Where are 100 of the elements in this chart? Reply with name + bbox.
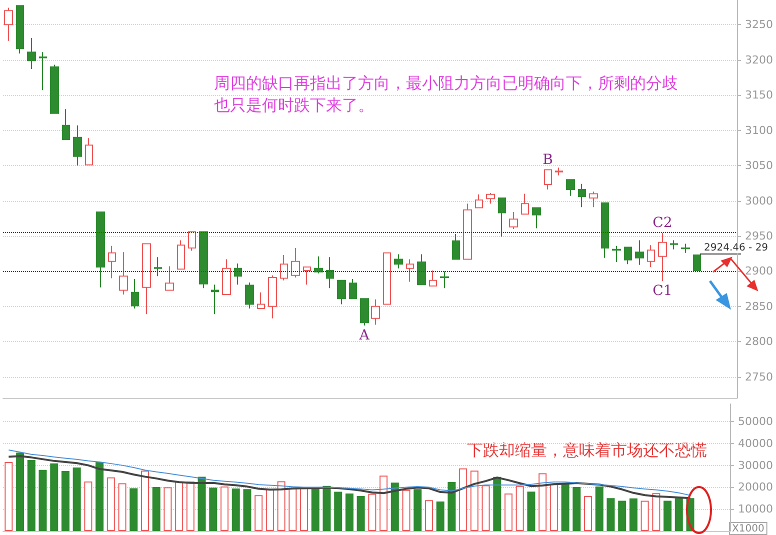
candlestick — [360, 298, 369, 326]
bar — [470, 470, 478, 531]
bar — [652, 493, 660, 531]
bar — [674, 498, 683, 531]
bar — [209, 488, 218, 531]
bar — [334, 492, 342, 531]
bar — [322, 486, 331, 531]
bar — [220, 486, 229, 531]
candlestick — [578, 183, 586, 208]
candlestick — [4, 7, 13, 42]
bar — [345, 494, 354, 531]
bar — [448, 482, 456, 531]
y-tick-label: 2850 — [745, 300, 774, 313]
bar — [72, 468, 81, 531]
candlestick — [521, 193, 529, 215]
y-tick-label: 30000 — [738, 458, 774, 472]
candlestick — [119, 252, 128, 295]
annotation: 周四的缺口再指出了方向，最小阻力方向已明确向下，所剩的分歧也只是何时跌下来了。 — [214, 74, 678, 114]
bar — [61, 471, 70, 531]
bar — [390, 482, 399, 531]
bar — [175, 482, 184, 531]
bar — [459, 468, 468, 531]
y-tick-label: 3050 — [745, 159, 774, 172]
bar — [572, 486, 581, 531]
y-tick-label: 50000 — [738, 415, 774, 428]
y-tick-label: 2950 — [745, 229, 774, 242]
candlestick — [440, 270, 449, 289]
candlestick — [624, 246, 632, 265]
bar — [561, 483, 570, 531]
annotation: 2924.46 - 29 — [704, 242, 768, 254]
candlestick — [486, 192, 495, 204]
y-tick-label: 3000 — [745, 194, 774, 208]
bar — [198, 476, 206, 531]
candlestick — [635, 240, 644, 266]
candlestick — [452, 233, 460, 260]
candlestick — [589, 191, 598, 208]
candlestick — [658, 232, 667, 282]
annotation: B — [542, 152, 553, 168]
candlestick — [681, 243, 690, 254]
candlestick — [222, 258, 231, 295]
bar — [254, 495, 263, 531]
bar — [27, 460, 36, 531]
bar — [493, 476, 502, 531]
candlestick — [177, 240, 185, 270]
annotation: C2 — [652, 215, 672, 232]
bar — [4, 462, 13, 531]
candlestick — [16, 5, 24, 54]
bar — [38, 470, 47, 531]
candlestick — [326, 256, 334, 289]
y-tick-label: 3250 — [745, 18, 774, 32]
candlestick — [532, 207, 541, 229]
bar — [356, 496, 365, 531]
candlestick — [647, 244, 655, 268]
bar — [618, 500, 626, 531]
candlestick — [544, 169, 552, 190]
bar — [96, 462, 104, 531]
candlestick — [601, 202, 609, 258]
candlestick — [199, 231, 208, 289]
candlestick — [234, 262, 242, 286]
candlestick — [383, 252, 391, 305]
candlestick — [96, 212, 105, 288]
candlestick — [509, 212, 518, 230]
y-tick-label: 3150 — [745, 88, 774, 102]
candlestick — [165, 266, 174, 291]
bar — [266, 489, 274, 531]
y-tick-label: 2900 — [745, 264, 774, 278]
bar — [414, 489, 422, 531]
bar — [311, 488, 320, 531]
bar — [436, 501, 444, 531]
bar — [527, 492, 536, 531]
bar — [152, 486, 160, 531]
bar — [538, 473, 547, 531]
y-axis-title: X1000 — [732, 524, 764, 534]
y-tick-label: 2750 — [745, 370, 774, 384]
bar — [84, 482, 92, 531]
y-tick-label: 20000 — [738, 480, 774, 494]
bar — [402, 490, 410, 531]
bar — [16, 452, 24, 531]
candlestick — [50, 64, 59, 114]
bar — [118, 483, 126, 531]
candlestick — [417, 254, 426, 286]
y-tick-label: 2800 — [745, 335, 774, 348]
candlestick — [188, 231, 196, 252]
bar — [424, 500, 433, 531]
bar — [504, 494, 512, 531]
y-tick-label: 10000 — [738, 502, 774, 516]
bar — [50, 463, 58, 531]
annotation: C1 — [652, 283, 672, 300]
bar — [584, 496, 592, 531]
candlestick — [498, 197, 506, 238]
candlestick — [475, 194, 483, 208]
candlestick — [211, 284, 219, 315]
candlestick — [349, 278, 357, 300]
candlestick — [73, 124, 82, 166]
y-tick-label: 3100 — [745, 124, 774, 137]
candlestick — [131, 278, 139, 310]
candlestick — [429, 270, 437, 286]
y-tick-label: 40000 — [738, 436, 774, 450]
bar — [243, 489, 252, 531]
bar — [629, 498, 638, 531]
